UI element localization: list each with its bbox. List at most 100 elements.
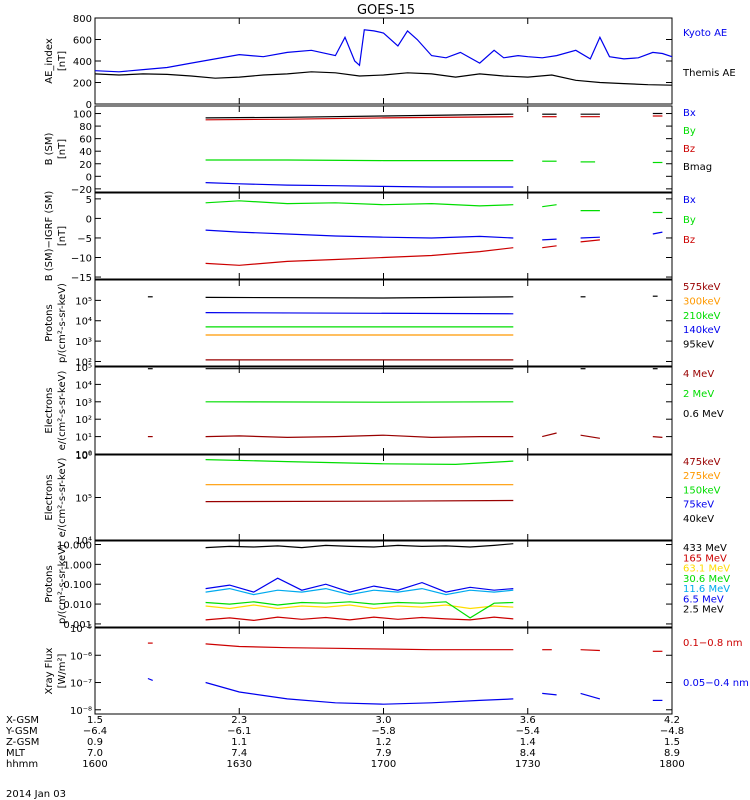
y-axis-label: Electrons	[44, 387, 55, 433]
y-axis-label: Protons	[44, 565, 55, 602]
x-table-value: 1.2	[376, 737, 392, 748]
series-line-2	[205, 616, 514, 622]
y-tick-label: 10⁴	[75, 536, 92, 547]
y-tick-label: 10⁵	[75, 494, 92, 505]
panel-frame	[94, 17, 673, 105]
series-line-3	[580, 239, 600, 243]
y-tick-label: −15	[71, 273, 92, 284]
x-table-value: 3.6	[520, 715, 536, 726]
series-line-2	[147, 677, 153, 681]
y-tick-label: 10⁴	[75, 380, 92, 391]
legend-entry: 0.1−0.8 nm	[683, 638, 742, 649]
y-tick-label: 0.010	[63, 600, 92, 611]
y-tick-label: 10³	[75, 398, 92, 409]
series-line-1	[580, 649, 600, 652]
series-line-3	[205, 247, 514, 266]
y-tick-label: −20	[71, 185, 92, 196]
y-tick-label: 0	[86, 100, 92, 111]
x-table-value: 3.0	[376, 715, 392, 726]
plot-title: GOES-15	[357, 3, 415, 18]
panel-5: 10⁰ 10¹ 10² 10³ 10⁴ 10⁵ Electrons e/(cm²-s-sr-k…	[44, 363, 724, 461]
series-line-5	[205, 296, 514, 299]
series-line-1	[580, 434, 600, 439]
y-tick-label: 10²	[75, 357, 92, 368]
legend-entry: 0.6 MeV	[683, 409, 724, 420]
panel-frame	[94, 192, 673, 280]
y-tick-label: −10	[71, 254, 92, 265]
x-table-value: −4.8	[660, 726, 684, 737]
series-line-3	[542, 245, 557, 249]
x-table-value: 1.4	[520, 737, 536, 748]
legend-entry: 150keV	[683, 485, 721, 496]
panel-6: 10⁴ 10⁵ 10⁶ Electrons e/(cm²-s-sr-keV) 475keV…	[44, 451, 721, 547]
panel-3: −15 −10 −5 0 5 B (SM)−IGRF (SM) [nT] Bx By Bz	[44, 191, 696, 284]
y-axis-label: p/(cm²-s-sr-keV)	[57, 544, 68, 624]
y-axis-label: AE_index	[44, 38, 55, 84]
legend-entry: 11.6 MeV	[683, 584, 730, 595]
x-table-value: 1700	[371, 759, 396, 770]
x-table-value: 0.9	[87, 737, 103, 748]
y-axis-label: e/(cm²-s-sr-keV)	[57, 458, 68, 538]
legend-entry: 300keV	[683, 296, 721, 307]
legend-entry: Bmag	[683, 162, 712, 173]
y-tick-label: 10⁵	[75, 363, 92, 374]
series-line-2	[205, 159, 514, 162]
y-tick-label: 20	[79, 160, 92, 171]
y-tick-label: 10⁶	[75, 451, 92, 462]
y-axis-label: Protons	[44, 304, 55, 341]
x-table-row-label: Y-GSM	[5, 726, 38, 737]
x-table-value: −6.1	[227, 726, 251, 737]
panel-7: 0.001 0.010 0.100 1.000 10.000 Protons p/(cm²-…	[44, 540, 730, 630]
legend-entry: 165 MeV	[683, 553, 727, 564]
y-tick-label: 10⁰	[75, 450, 92, 461]
y-axis-label: p/(cm²-s-sr-keV)	[57, 283, 68, 363]
y-tick-label: 10⁵	[75, 296, 92, 307]
legend-entry: 30.6 MeV	[683, 574, 730, 585]
series-line-1	[205, 182, 514, 188]
legend-entry: 63.1 MeV	[683, 564, 730, 575]
series-line-1	[205, 229, 514, 239]
x-table-value: 2.3	[231, 715, 247, 726]
legend-entry: 575keV	[683, 282, 721, 293]
y-tick-label: 10⁻⁶	[70, 651, 92, 662]
x-table-value: 8.9	[664, 748, 680, 759]
y-tick-label: 10⁻⁸	[70, 706, 92, 717]
y-tick-label: 400	[73, 57, 92, 68]
series-line-1	[205, 543, 514, 549]
y-tick-label: −5	[77, 234, 92, 245]
series-line-2	[580, 692, 601, 700]
x-table-value: 7.4	[231, 748, 247, 759]
legend-entry: 75keV	[683, 500, 714, 511]
legend-entry: Bx	[683, 195, 696, 206]
x-axis-table: X-GSMY-GSMZ-GSMMLThhmm1.5−6.40.97.016002…	[5, 715, 685, 770]
x-table-row-label: X-GSM	[6, 715, 39, 726]
legend-entry: Kyoto AE	[683, 28, 727, 39]
y-tick-label: 40	[79, 147, 92, 158]
y-tick-label: 100	[73, 110, 92, 121]
y-tick-label: 80	[79, 122, 92, 133]
legend-entry: By	[683, 215, 696, 226]
series-line-2	[542, 204, 557, 208]
x-table-value: 1600	[82, 759, 107, 770]
y-tick-label: 1.000	[63, 560, 92, 571]
y-tick-label: 10⁻⁷	[70, 679, 92, 690]
y-tick-label: 0.001	[63, 620, 92, 631]
x-table-value: −6.4	[83, 726, 107, 737]
series-line-1	[205, 643, 514, 651]
x-table-value: 4.2	[664, 715, 680, 726]
x-table-value: 1.5	[87, 715, 103, 726]
panel-frame	[94, 366, 673, 455]
y-axis-label: [nT]	[57, 139, 68, 159]
series-line-3	[205, 459, 514, 466]
x-table-value: 8.4	[520, 748, 536, 759]
x-table-value: −5.8	[371, 726, 395, 737]
legend-entry: 4 MeV	[683, 369, 714, 380]
legend-entry: 0.05−0.4 nm	[683, 678, 749, 689]
y-tick-label: 60	[79, 135, 92, 146]
legend-entry: 475keV	[683, 457, 721, 468]
series-line-1	[205, 499, 514, 503]
x-table-value: 7.0	[87, 748, 103, 759]
y-tick-label: 10²	[75, 415, 92, 426]
